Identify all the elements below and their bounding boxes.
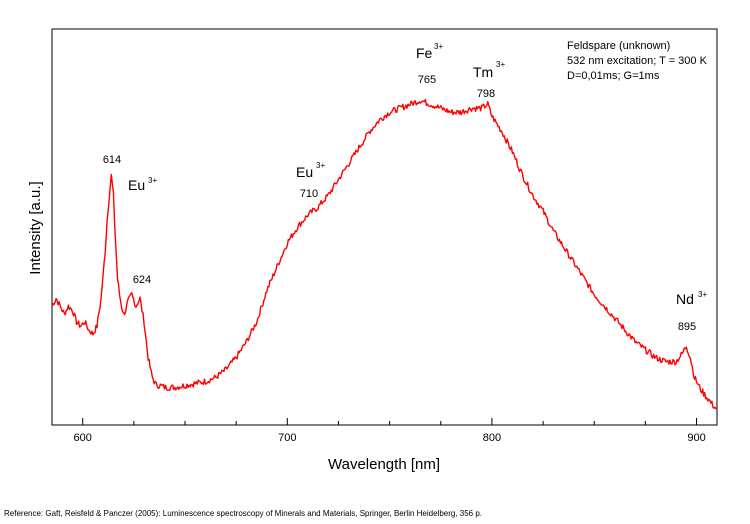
info-sample: Feldspare (unknown)	[567, 40, 670, 52]
spectrum-line	[51, 98, 718, 410]
ion-label-tm-798: Tm 3+	[473, 60, 505, 80]
x-tick-label: 600	[74, 432, 92, 444]
ion-charge: 3+	[434, 42, 443, 51]
peak-label-624: 624	[133, 274, 151, 286]
plot-frame	[51, 28, 718, 426]
ion-label-eu-614: Eu 3+	[128, 176, 157, 193]
ion-label-fe-765: Fe 3+	[416, 42, 443, 61]
spectrum-chart: 600 700 800 900 Wavelength [nm] Intensity […	[27, 28, 718, 473]
peak-label-895: 895	[678, 321, 696, 333]
ion-charge: 3+	[496, 60, 505, 69]
peak-labels: 614 624 710 765 798 895	[103, 74, 696, 333]
ion-name: Fe	[416, 45, 433, 61]
ion-label-nd-895: Nd 3+	[676, 290, 707, 307]
peak-label-765: 765	[418, 74, 436, 86]
x-tick-label: 700	[278, 432, 296, 444]
ion-label-eu-710: Eu 3+	[296, 161, 325, 180]
ion-labels: Eu 3+ Eu 3+ Fe 3+ Tm 3+ Nd 3+	[128, 42, 707, 307]
x-tick-label: 800	[483, 432, 501, 444]
peak-label-614: 614	[103, 154, 121, 166]
ion-name: Tm	[473, 64, 493, 80]
peak-label-710: 710	[300, 188, 318, 200]
ion-name: Eu	[128, 177, 145, 193]
ion-name: Nd	[676, 291, 694, 307]
y-axis-title: Intensity [a.u.]	[27, 181, 44, 274]
ion-charge: 3+	[316, 161, 325, 170]
peak-label-798: 798	[477, 88, 495, 100]
ion-charge: 3+	[148, 176, 157, 185]
info-box: Feldspare (unknown) 532 nm excitation; T…	[567, 40, 708, 82]
ion-name: Eu	[296, 164, 313, 180]
x-tick-label: 900	[687, 432, 705, 444]
x-axis-ticks: 600 700 800 900	[74, 418, 706, 444]
x-axis-title: Wavelength [nm]	[328, 456, 440, 473]
ion-charge: 3+	[698, 290, 707, 299]
info-gate: D=0,01ms; G=1ms	[567, 70, 660, 82]
info-excitation: 532 nm excitation; T = 300 K	[567, 55, 708, 67]
reference-note: Reference: Gaft, Reisfeld & Panczer (200…	[4, 509, 483, 518]
